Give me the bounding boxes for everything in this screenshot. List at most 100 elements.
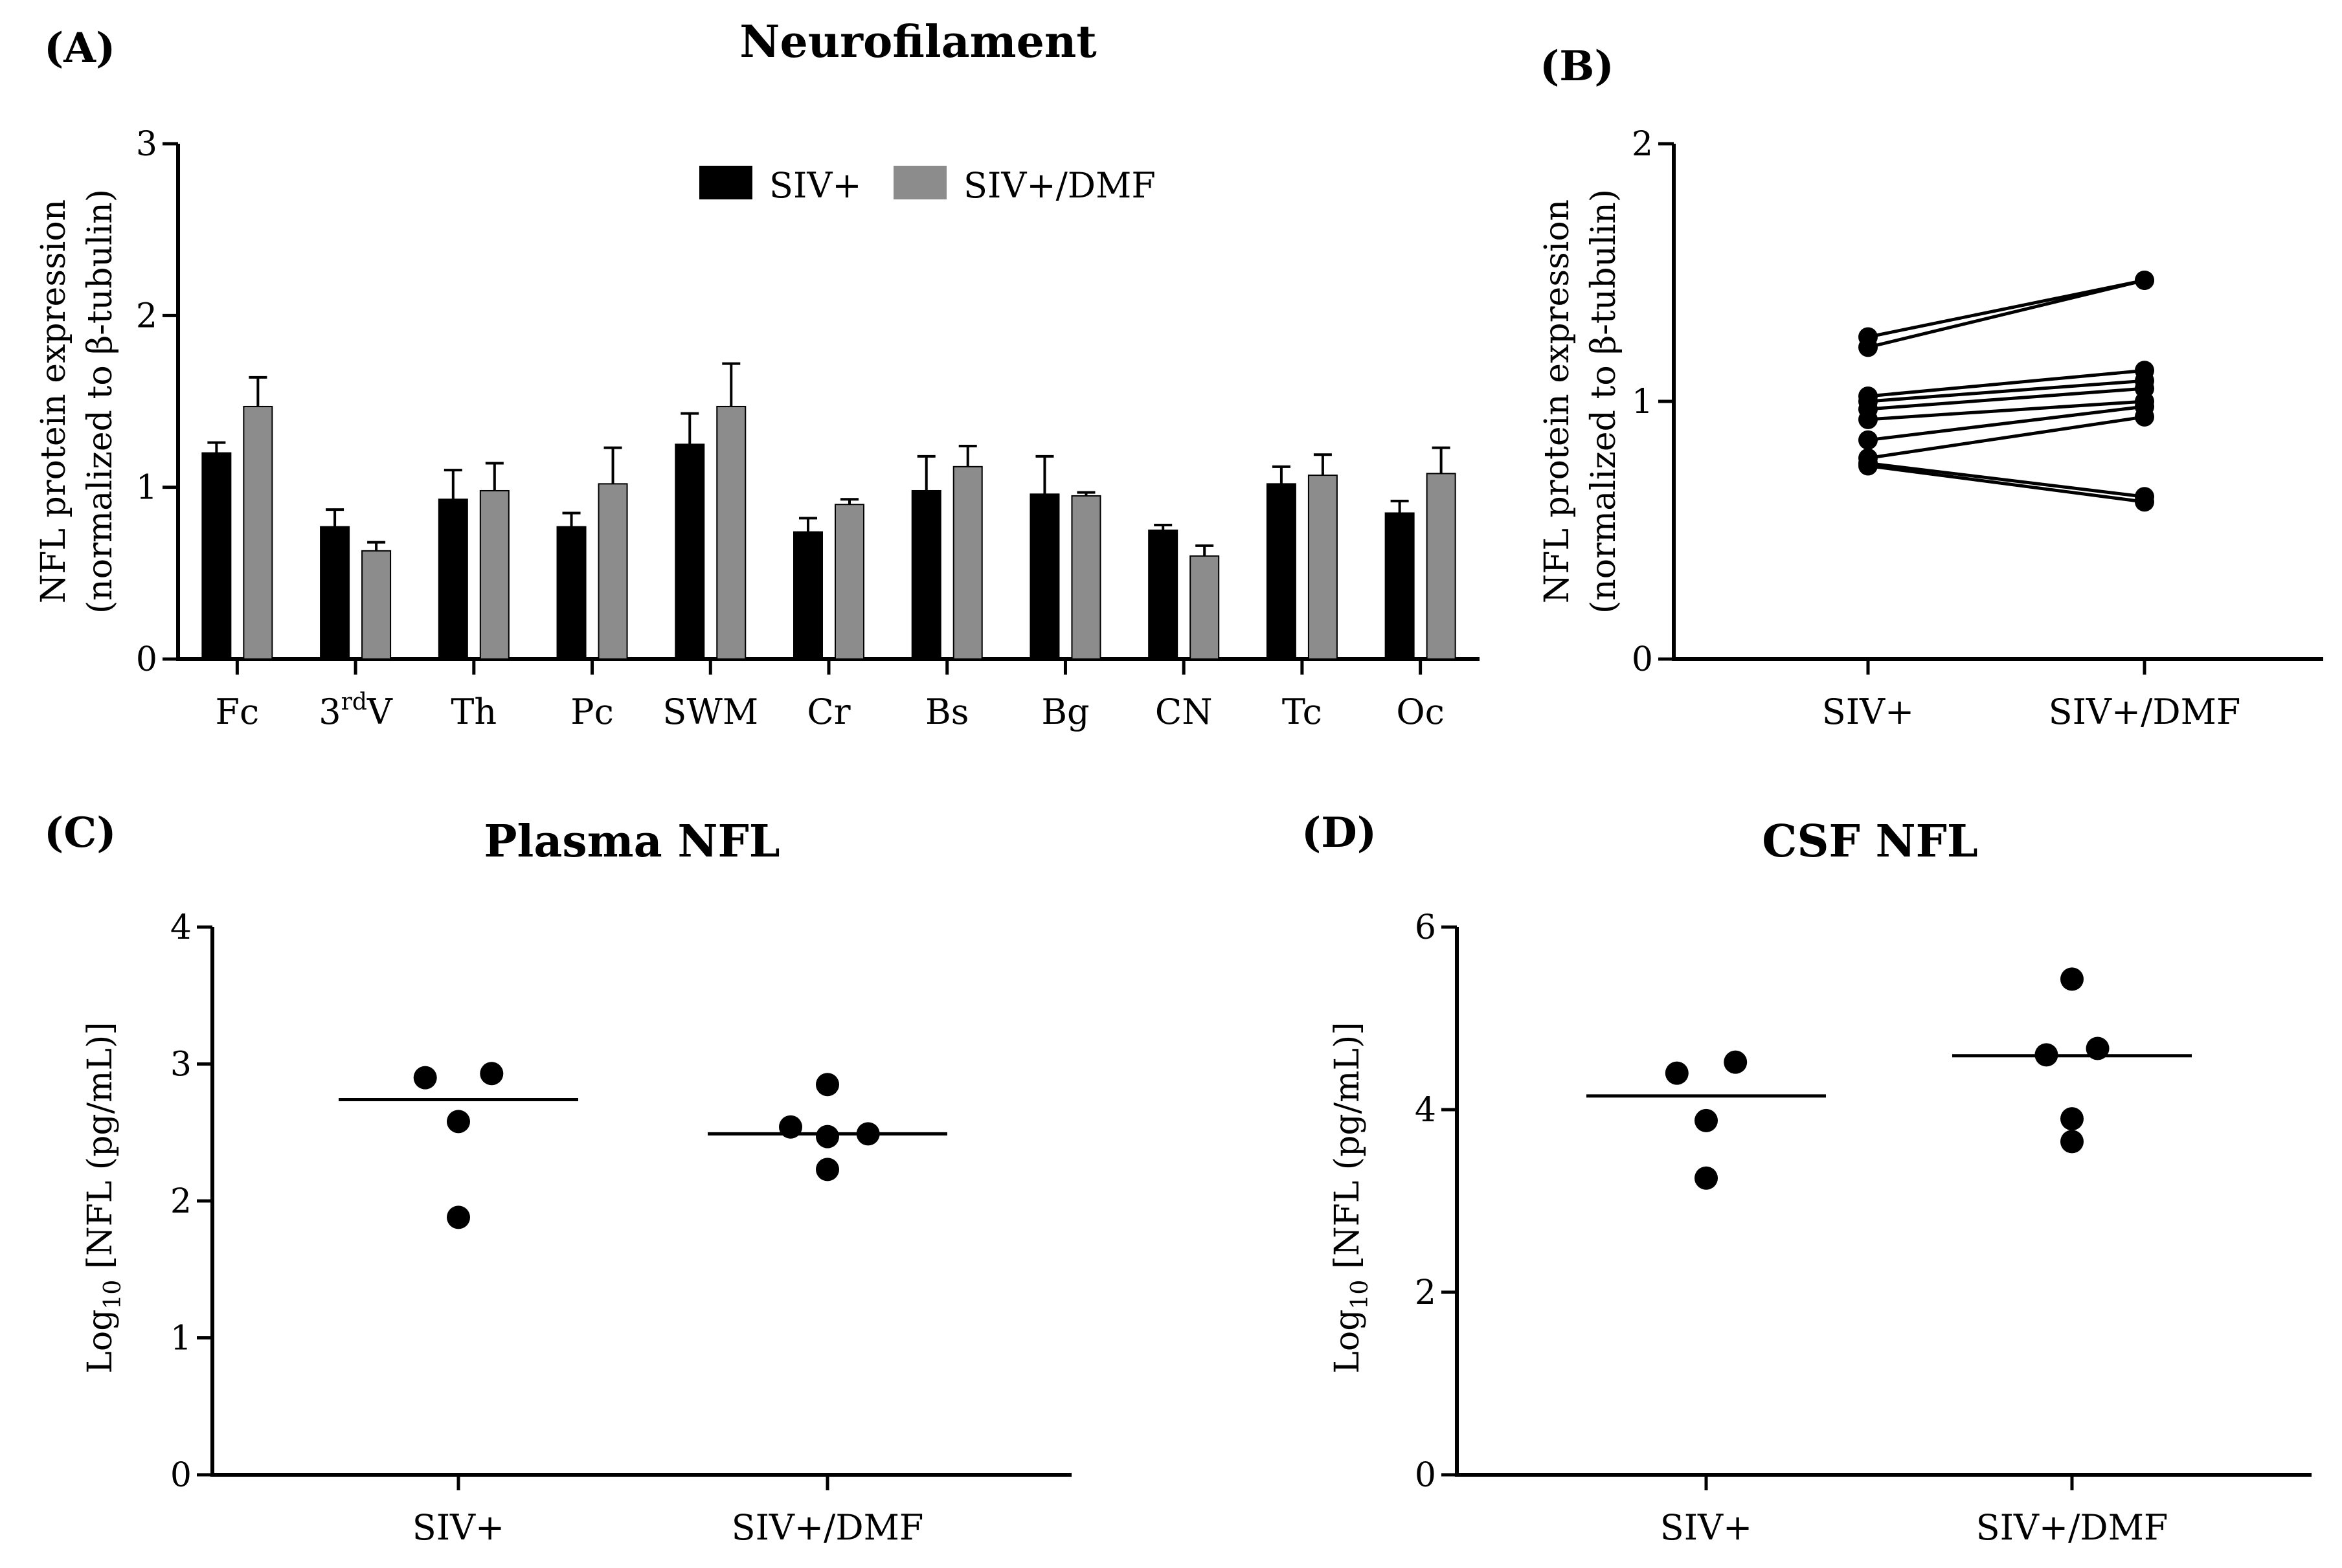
data-point	[1724, 1050, 1748, 1074]
panel-d-ylabel-rest: [NFL (pg/mL)]	[1328, 1022, 1367, 1279]
legend-swatch-siv-dmf	[894, 166, 947, 199]
bar	[675, 443, 705, 660]
point-siv	[1858, 337, 1878, 357]
panel-a-x-tick-label: Tc	[1282, 691, 1322, 732]
legend-label-siv: SIV+	[769, 165, 862, 206]
data-point	[779, 1115, 802, 1139]
bar	[438, 498, 468, 660]
bar	[1030, 493, 1060, 660]
panel-a-x-tick-label-part: V	[366, 691, 393, 732]
panel-a-x-tick-label: Oc	[1396, 691, 1445, 732]
panel-d-title: CSF NFL	[1762, 816, 1977, 868]
panel-c-y-tick-label: 1	[170, 1319, 192, 1358]
paired-line	[1867, 278, 2145, 339]
panel-d-letter: (D)	[1301, 809, 1377, 857]
bar	[716, 405, 747, 660]
point-siv-dmf	[2135, 270, 2154, 290]
data-point	[413, 1066, 437, 1090]
bar	[1071, 495, 1101, 660]
data-point	[2060, 1130, 2084, 1154]
panel-a: (A) Neurofilament NFL protein expression…	[34, 16, 1480, 732]
panel-a-x-tick-label: Pc	[570, 691, 614, 732]
panel-a-x-tick-label: Cr	[807, 691, 850, 732]
data-point	[816, 1158, 839, 1182]
panel-b-x-tick-label: SIV+/DMF	[2049, 691, 2241, 732]
data-point	[2086, 1036, 2110, 1060]
panel-c-y-tick-label: 4	[170, 908, 192, 947]
panel-d-ylabel-sub: 10	[1347, 1280, 1373, 1310]
panel-d-y-tick-label: 0	[1415, 1456, 1436, 1495]
data-point	[1695, 1108, 1718, 1132]
panel-c-ylabel-sub: 10	[100, 1280, 126, 1310]
data-point	[816, 1073, 839, 1097]
paired-line	[1867, 415, 2145, 460]
bar	[320, 526, 350, 660]
panel-a-y-tick-label: 3	[136, 125, 157, 164]
point-siv-dmf	[2135, 492, 2154, 512]
panel-d-y-tick-label: 4	[1415, 1091, 1436, 1130]
bar	[835, 504, 864, 660]
panel-a-letter: (A)	[44, 24, 115, 73]
bar	[1426, 473, 1456, 660]
panel-a-y-tick-label: 0	[136, 640, 157, 679]
panel-b-letter: (B)	[1540, 42, 1614, 91]
panel-c-y-tick-label: 3	[170, 1046, 192, 1084]
panel-a-x-tick-label-part: 3	[319, 691, 341, 732]
bar	[911, 489, 941, 660]
bar	[598, 483, 628, 660]
bar	[361, 550, 392, 660]
bar	[201, 452, 232, 660]
panel-d-ylabel: Log10 [NFL (pg/mL)]	[1328, 1022, 1373, 1373]
panel-c-ylabel: Log10 [NFL (pg/mL)]	[81, 1022, 126, 1373]
panel-a-ylabel-line1: NFL protein expression	[34, 199, 73, 603]
data-point	[447, 1110, 470, 1134]
bar	[1384, 512, 1415, 660]
panel-a-x-tick-label: Fc	[216, 691, 260, 732]
bar	[479, 489, 510, 660]
point-siv-dmf	[2135, 407, 2154, 427]
panel-d-ylabel-log: Log	[1328, 1309, 1367, 1373]
data-point	[1695, 1166, 1718, 1190]
panel-a-ylabel-line2: (normalized to β-tubulin)	[81, 189, 120, 614]
panel-a-x-tick-label: Th	[451, 691, 497, 732]
panel-c-ylabel-rest: [NFL (pg/mL)]	[81, 1022, 120, 1279]
data-point	[2060, 967, 2084, 991]
panel-d-x-tick-label: SIV+/DMF	[1976, 1507, 2168, 1548]
panel-a-x-tick-label: 3rdV	[319, 689, 393, 732]
panel-a-x-tick-label: SWM	[662, 691, 758, 732]
panel-b-y-tick-label: 2	[1632, 125, 1653, 164]
panel-a-title: Neurofilament	[739, 16, 1097, 68]
panel-b-ylabel-line1: NFL protein expression	[1538, 199, 1577, 603]
panel-b-ylabel-line2: (normalized to β-tubulin)	[1584, 189, 1623, 614]
data-point	[2034, 1043, 2058, 1067]
paired-line	[1867, 405, 2145, 442]
data-point	[1665, 1061, 1689, 1085]
panel-b: (B) NFL protein expression (normalized t…	[1538, 42, 2323, 732]
panel-a-x-tick-label: CN	[1155, 691, 1213, 732]
panel-c-y-tick-label: 0	[170, 1456, 192, 1495]
panel-a-y-tick-label: 1	[136, 469, 157, 508]
legend-label-siv-dmf: SIV+/DMF	[963, 165, 1156, 206]
panel-d-y-tick-label: 6	[1415, 908, 1436, 947]
panel-a-y-tick-label: 2	[136, 297, 157, 335]
bar	[1266, 483, 1296, 660]
paired-line	[1867, 386, 2145, 411]
bar	[1148, 530, 1178, 660]
bar	[1189, 555, 1220, 660]
point-siv	[1858, 430, 1878, 450]
panel-b-x-tick-label: SIV+	[1822, 691, 1915, 732]
point-siv	[1858, 456, 1878, 476]
panel-c-title: Plasma NFL	[484, 816, 780, 868]
panel-a-x-tick-label-sup: rd	[341, 689, 367, 715]
paired-line	[1867, 399, 2145, 421]
legend-swatch-siv	[699, 166, 752, 199]
panel-c-y-tick-label: 2	[170, 1182, 192, 1221]
paired-line	[1867, 379, 2145, 403]
paired-line	[1867, 462, 2145, 498]
bar	[1307, 475, 1338, 660]
panel-b-y-tick-label: 0	[1632, 640, 1653, 679]
panel-c-x-tick-label: SIV+/DMF	[732, 1507, 924, 1548]
bar	[243, 405, 273, 660]
panel-a-x-tick-label: Bs	[925, 691, 969, 732]
